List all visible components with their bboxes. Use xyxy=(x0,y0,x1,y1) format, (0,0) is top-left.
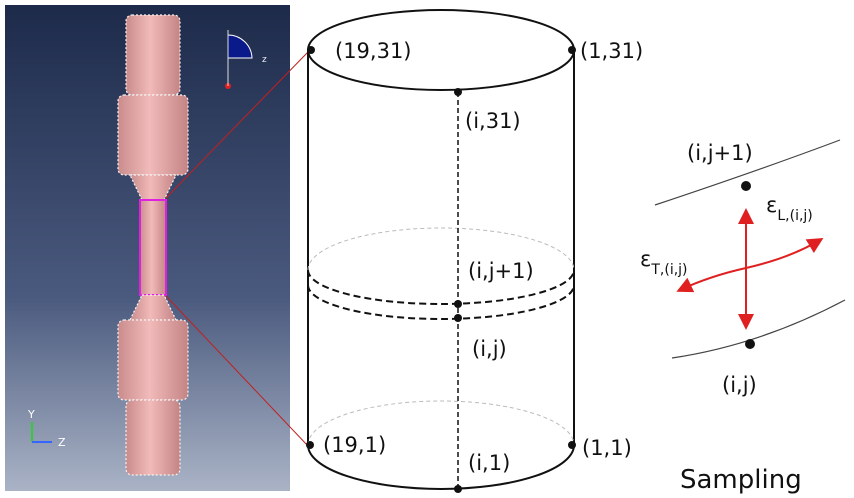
detail-point xyxy=(745,339,755,349)
caption: Sampling xyxy=(680,465,802,495)
strain-arrow-transverse xyxy=(746,240,820,268)
axis-y-label: Y xyxy=(27,408,35,421)
point-label: (1,1) xyxy=(582,436,632,460)
grid-line-lower xyxy=(672,300,845,358)
sample-points xyxy=(306,46,576,493)
strain-arrow-transverse xyxy=(680,268,746,290)
point-label: (19,31) xyxy=(335,39,412,63)
point-label: (i,31) xyxy=(465,109,521,133)
point-label: (i,j+1) xyxy=(468,259,534,283)
detail-point xyxy=(741,181,751,191)
detail-label: (i,j+1) xyxy=(687,141,753,165)
point-label: (1,31) xyxy=(580,39,643,63)
triad-label: z xyxy=(262,55,267,65)
strain-label: εT,(i,j) xyxy=(640,247,688,278)
point-label: (i,1) xyxy=(468,451,510,475)
point-label: (19,1) xyxy=(323,433,386,457)
point-label: (i,j) xyxy=(472,337,507,361)
strain-label: εL,(i,j) xyxy=(766,193,813,224)
axis-z-label: Z xyxy=(58,436,66,449)
figure: z Y Z (19,31) (1,31) (i,31) (i,j+1) (i,j… xyxy=(0,0,854,498)
detail-label: (i,j) xyxy=(722,373,757,397)
cylinder xyxy=(308,10,574,490)
